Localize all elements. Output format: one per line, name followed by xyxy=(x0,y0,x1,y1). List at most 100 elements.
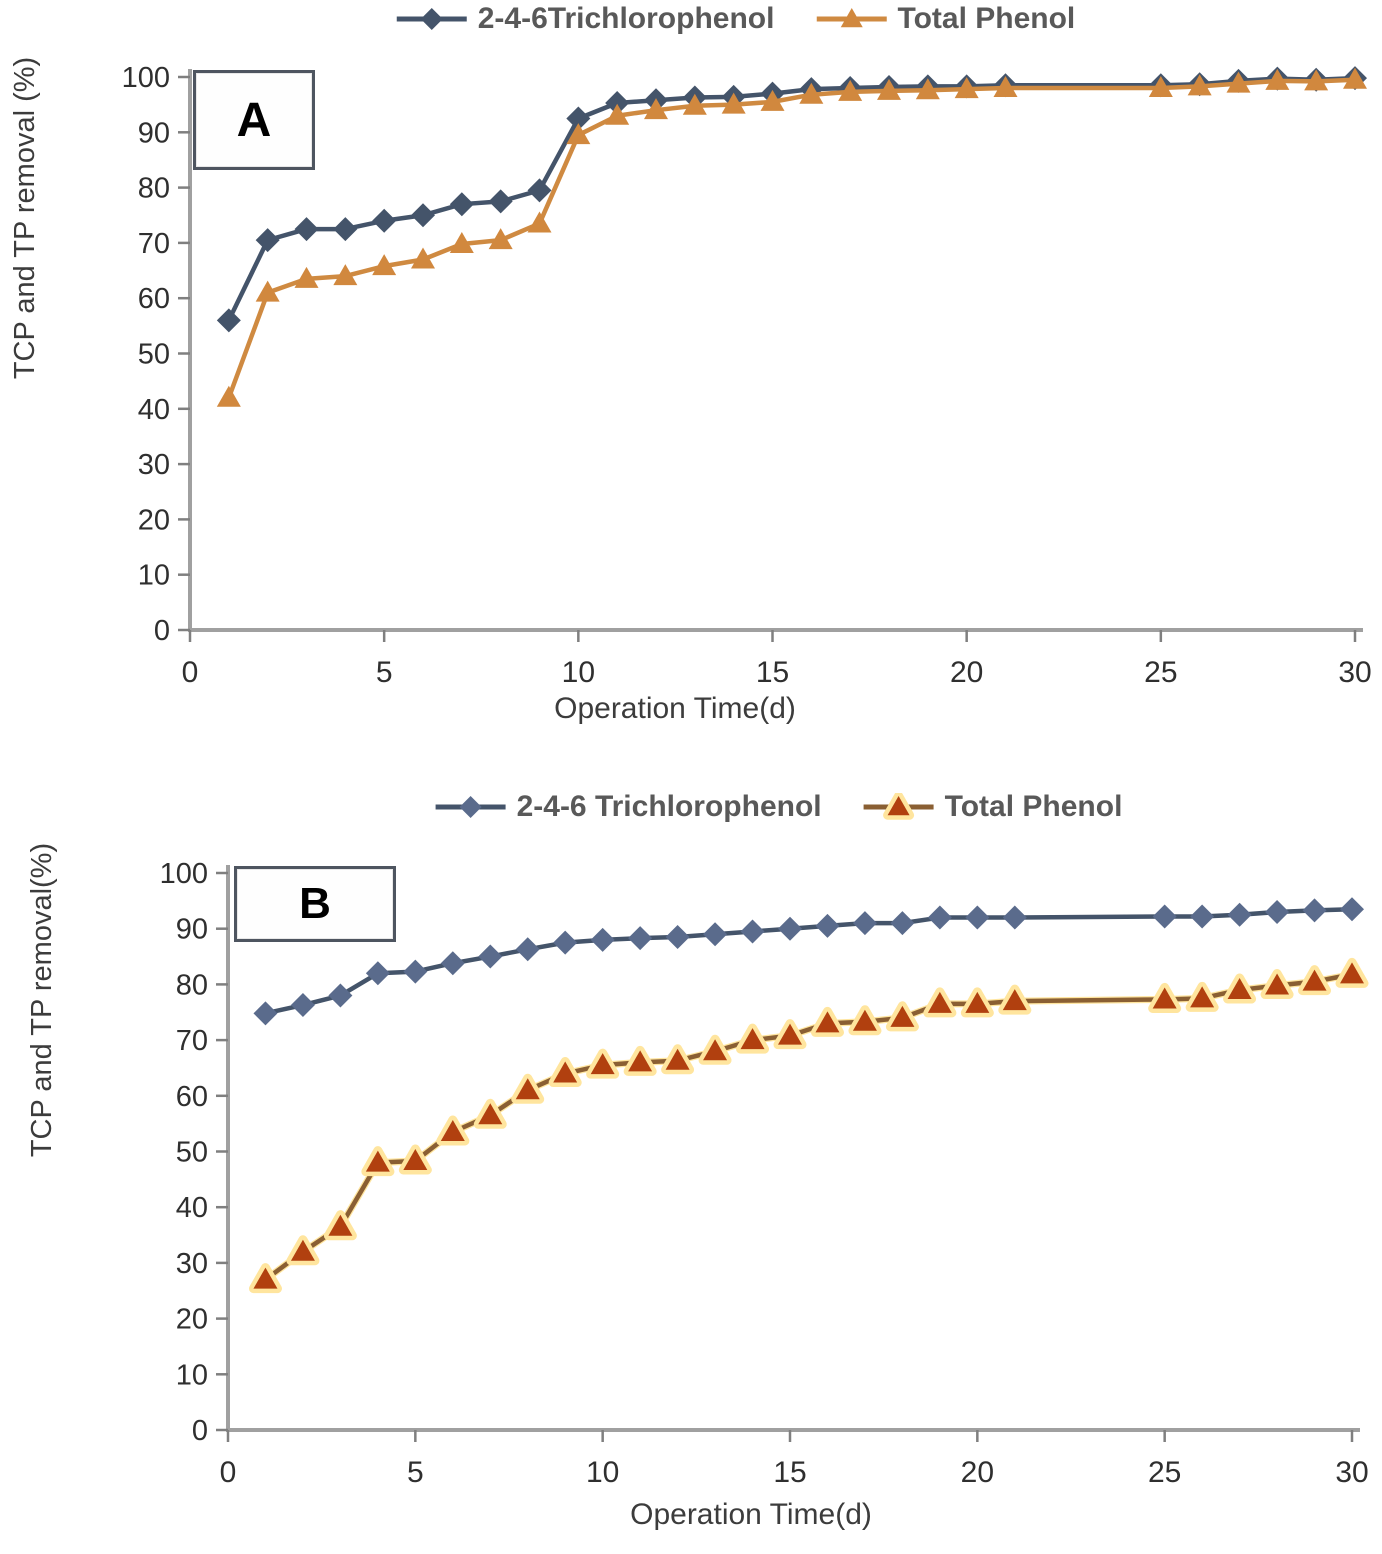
diamond-marker-icon xyxy=(527,178,552,203)
legend-panel-a: 2-4-6Trichlorophenol Total Phenol xyxy=(395,2,1075,36)
triangle-marker-icon xyxy=(840,8,863,28)
panel-letter-a: A xyxy=(236,93,272,147)
triangle-marker-icon xyxy=(449,232,474,254)
triangle-marker-icon xyxy=(488,228,513,250)
triangle-marker-icon xyxy=(721,92,746,114)
series-total-phenol xyxy=(248,957,1369,1294)
triangle-marker-icon xyxy=(877,78,901,100)
diamond-marker-icon xyxy=(449,192,474,217)
diamond-marker-icon xyxy=(1340,897,1364,922)
triangle-marker-icon xyxy=(365,1150,390,1172)
panel-letter-b: B xyxy=(299,879,331,928)
triangle-marker-icon xyxy=(1340,962,1364,984)
y-tick-label: 100 xyxy=(122,62,170,94)
x-tick-label: 30 xyxy=(1338,656,1371,689)
diamond-marker-icon xyxy=(1265,899,1290,924)
triangle-marker-icon xyxy=(566,123,591,145)
series-line xyxy=(226,77,1356,399)
diamond-marker-icon xyxy=(216,308,241,333)
legend-diamond-marker-icon xyxy=(396,8,467,30)
triangle-marker-icon xyxy=(403,1148,428,1170)
triangle-marker-icon xyxy=(838,79,863,101)
diamond-marker-icon xyxy=(703,922,728,947)
triangle-marker-icon xyxy=(1148,76,1173,98)
triangle-marker-icon xyxy=(993,76,1018,98)
triangle-marker-icon xyxy=(890,1005,915,1027)
triangle-marker-icon xyxy=(1227,977,1252,999)
x-axis-title-panel-b: Operation Time(d) xyxy=(630,1498,872,1531)
x-tick-label: 15 xyxy=(773,1456,806,1489)
y-tick-label: 60 xyxy=(176,1081,208,1113)
diamond-marker-icon xyxy=(253,1001,278,1026)
y-tick-label: 70 xyxy=(176,1025,208,1057)
triangle-marker-icon xyxy=(1302,969,1327,991)
diamond-marker-icon xyxy=(365,961,390,986)
triangle-marker-icon xyxy=(915,78,940,100)
x-axis-title-panel-a: Operation Time(d) xyxy=(554,692,796,725)
x-tick-label: 20 xyxy=(961,1456,994,1489)
series-tcp xyxy=(253,897,1364,1026)
panel-label-box-a: A xyxy=(193,70,315,170)
y-tick-label: 50 xyxy=(176,1137,208,1169)
y-tick-label: 60 xyxy=(138,283,170,315)
axes: 0 10 20 30 40 50 60 70 80 90 100 0 5 10 15 20 25 30 xyxy=(122,62,1372,689)
triangle-marker-icon xyxy=(294,266,319,288)
chart-panel-a: 0 10 20 30 40 50 60 70 80 90 100 0 5 10 15 20 25 30 xyxy=(122,62,1372,689)
legend-item-total-phenol: Total Phenol xyxy=(814,2,1075,36)
legend-label-trichlorophenol: 2-4-6 Trichlorophenol xyxy=(516,790,822,823)
diamond-marker-icon xyxy=(372,208,397,233)
series-line-halo xyxy=(263,970,1353,1283)
diamond-marker-icon xyxy=(255,228,280,253)
y-tick-label: 20 xyxy=(176,1304,208,1336)
legend-item-trichlorophenol: 2-4-6Trichlorophenol xyxy=(395,2,775,36)
triangle-marker-icon xyxy=(411,247,435,269)
diamond-marker-icon xyxy=(890,911,915,936)
triangle-marker-icon xyxy=(1265,68,1290,90)
diamond-marker-icon xyxy=(440,951,465,976)
triangle-marker-icon xyxy=(1226,71,1251,93)
y-axis-title-panel-b: TCP and TP removal(%) xyxy=(26,842,58,1158)
x-tick-label: 10 xyxy=(562,656,595,689)
x-tick-label: 25 xyxy=(1148,1456,1181,1489)
triangle-marker-icon xyxy=(799,82,824,104)
y-tick-label: 10 xyxy=(176,1359,208,1391)
triangle-marker-icon xyxy=(665,1048,690,1070)
series-line xyxy=(264,972,1353,1282)
triangle-marker-icon xyxy=(515,1078,540,1100)
diamond-marker-icon xyxy=(488,189,513,214)
triangle-marker-icon xyxy=(644,98,668,120)
diamond-marker-icon xyxy=(1302,898,1327,923)
diamond-marker-icon xyxy=(478,944,503,969)
x-tick-label: 5 xyxy=(376,656,393,689)
x-tick-label: 10 xyxy=(586,1456,619,1489)
legend-label-total-phenol: Total Phenol xyxy=(944,790,1123,823)
legend-label-trichlorophenol: 2-4-6Trichlorophenol xyxy=(477,2,775,35)
y-tick-label: 20 xyxy=(138,504,170,536)
triangle-marker-icon xyxy=(253,1267,278,1289)
y-tick-label: 70 xyxy=(138,228,170,260)
x-tick-label: 0 xyxy=(182,656,199,689)
triangle-marker-icon xyxy=(328,1214,353,1236)
diamond-marker-icon xyxy=(333,217,358,242)
triangle-marker-icon xyxy=(605,103,630,125)
y-tick-label: 0 xyxy=(192,1415,208,1447)
triangle-marker-icon xyxy=(760,89,785,111)
triangle-marker-icon xyxy=(740,1028,765,1050)
chart-panel-b: 0 10 20 30 40 50 60 70 80 90 100 0 5 10 15 20 25 30 xyxy=(160,858,1369,1489)
series-tcp xyxy=(216,66,1367,333)
diamond-marker-icon xyxy=(665,925,690,950)
x-tick-label: 30 xyxy=(1335,1456,1368,1489)
panel-label-box-b: B xyxy=(234,866,396,942)
y-axis-title-panel-a: TCP and TP removal (%) xyxy=(9,56,41,380)
legend-item-total-phenol: Total Phenol xyxy=(862,790,1123,824)
triangle-marker-icon xyxy=(255,280,280,302)
y-tick-label: 50 xyxy=(138,339,170,371)
y-tick-label: 30 xyxy=(138,449,170,481)
diamond-marker-icon xyxy=(605,90,630,115)
triangle-marker-icon xyxy=(216,385,241,407)
diamond-marker-icon xyxy=(566,106,591,131)
triangle-marker-icon xyxy=(372,254,397,276)
legend-triangle-marker-icon xyxy=(863,793,934,820)
triangle-marker-icon xyxy=(927,991,952,1013)
